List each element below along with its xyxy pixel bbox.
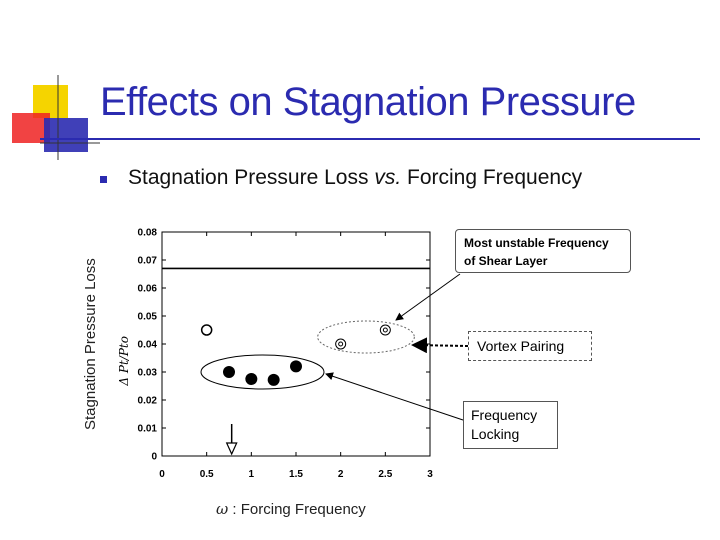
x-axis-title-text: : Forcing Frequency — [228, 501, 366, 518]
most-unstable-callout: Most unstable Frequency of Shear Layer — [455, 229, 631, 273]
vortex-pairing-connector — [411, 337, 469, 354]
title-underline — [40, 138, 700, 140]
arrow-marker-head — [225, 442, 238, 456]
y-tick-label: 0.03 — [138, 368, 158, 379]
x-tick-label: 2 — [338, 469, 344, 480]
slide-logo — [12, 75, 100, 160]
most-unstable-line2: of Shear Layer — [464, 254, 548, 268]
y-tick-label: 0.08 — [138, 228, 158, 239]
omega-symbol: ω — [216, 500, 229, 518]
frequency-locking-connector — [325, 372, 464, 421]
x-tick-label: 0 — [159, 469, 165, 480]
data-point-filled — [245, 373, 258, 385]
data-point-double-outer — [379, 324, 391, 336]
data-point-open — [200, 324, 213, 336]
bullet-text: Stagnation Pressure Loss vs. Forcing Fre… — [128, 166, 582, 190]
y-axis-label: Δ Pt/Pto — [117, 336, 131, 387]
vortex-pairing-label: Vortex Pairing — [477, 338, 565, 354]
bullet-text-part2: Forcing Frequency — [401, 166, 583, 189]
frequency-locking-line1: Frequency — [471, 407, 538, 423]
logo-yellow-square — [33, 85, 68, 118]
bullet-text-italic: vs. — [374, 166, 402, 189]
y-tick-label: 0.02 — [138, 396, 158, 407]
most-unstable-connector — [395, 273, 461, 321]
slide-title: Effects on Stagnation Pressure — [100, 80, 636, 124]
y-tick-label: 0 — [151, 452, 157, 463]
x-tick-label: 2.5 — [378, 469, 392, 480]
frequency-locking-ellipse — [200, 354, 325, 390]
x-tick-label: 0.5 — [200, 469, 214, 480]
vortex-pairing-ellipse — [317, 320, 415, 354]
logo-blue-square — [44, 118, 88, 152]
y-tick-label: 0.04 — [138, 340, 158, 351]
x-tick-label: 1.5 — [289, 469, 303, 480]
data-point-filled — [267, 373, 280, 386]
y-tick-label: 0.06 — [138, 284, 158, 295]
bullet-marker — [100, 176, 107, 183]
bullet-text-part1: Stagnation Pressure Loss — [128, 166, 375, 189]
data-point-filled — [290, 360, 302, 373]
frequency-locking-line2: Locking — [471, 426, 520, 442]
plot-frame — [161, 231, 431, 457]
data-point-double-inner — [338, 341, 344, 347]
y-tick-label: 0.01 — [138, 424, 158, 435]
data-point-filled — [223, 366, 235, 378]
x-tick-label: 1 — [249, 469, 255, 480]
data-point-double-inner — [382, 327, 388, 333]
x-axis-title: ω : Forcing Frequency — [216, 500, 366, 518]
y-tick-label: 0.05 — [138, 312, 158, 323]
frequency-locking-callout: Frequency Locking — [463, 401, 558, 449]
data-point-double-outer — [335, 338, 347, 350]
vortex-pairing-callout: Vortex Pairing — [468, 331, 592, 361]
most-unstable-line1: Most unstable Frequency — [464, 236, 609, 250]
x-tick-label: 3 — [427, 469, 433, 480]
y-tick-label: 0.07 — [138, 256, 158, 267]
